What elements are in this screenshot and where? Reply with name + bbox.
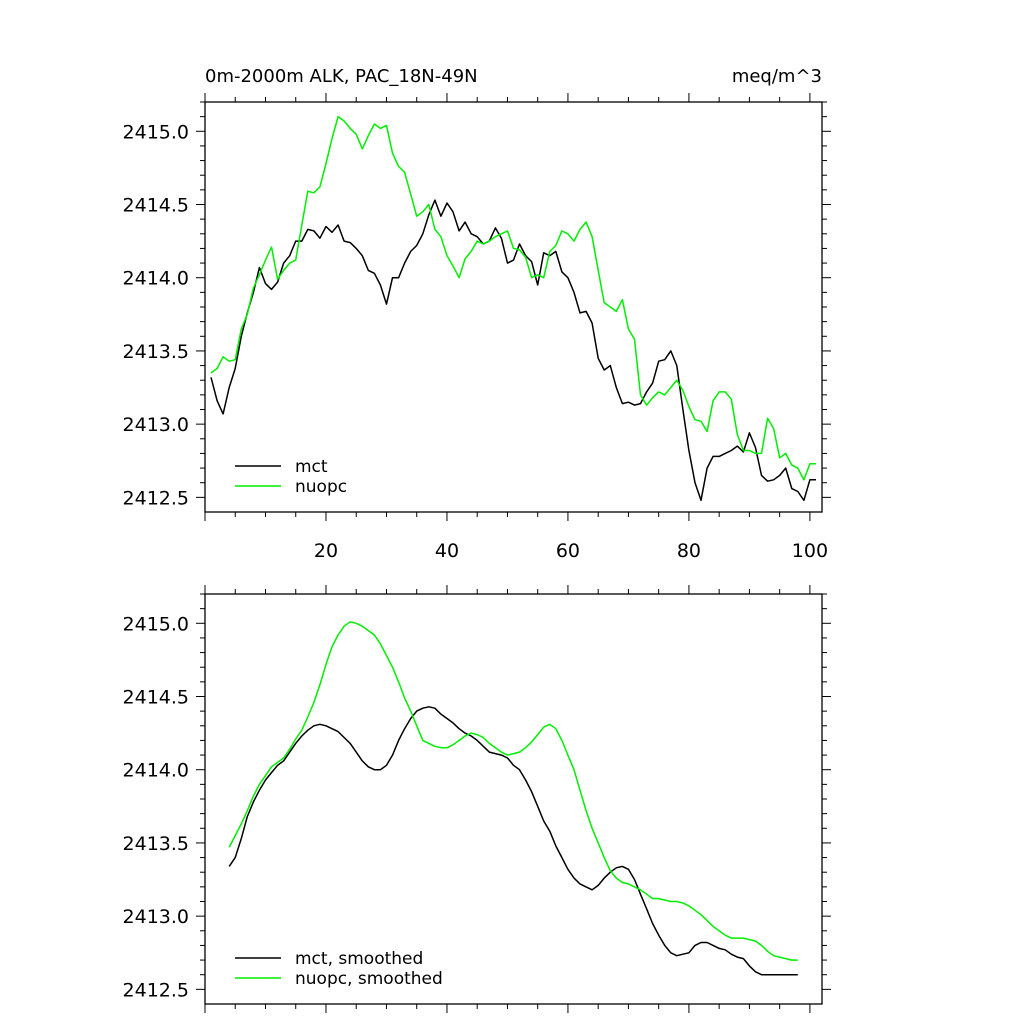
y-tick-label: 2413.0 xyxy=(123,414,189,436)
plot-frame xyxy=(204,101,823,513)
legend-label: nuopc xyxy=(295,477,347,497)
legend-label: nuopc, smoothed xyxy=(295,969,443,989)
y-tick-label: 2414.5 xyxy=(123,687,189,709)
legend-label: mct xyxy=(295,457,328,477)
series-line-mct xyxy=(210,199,816,502)
y-tick-label: 2412.5 xyxy=(123,487,189,509)
y-tick-label: 2415.0 xyxy=(123,121,189,143)
y-tick-label: 2412.5 xyxy=(123,979,189,1001)
y-tick-label: 2414.0 xyxy=(123,268,189,290)
y-tick-label: 2413.0 xyxy=(123,906,189,928)
x-tick-label: 100 xyxy=(792,540,828,562)
chart-title: 0m-2000m ALK, PAC_18N-49N xyxy=(205,66,478,87)
y-tick-label: 2413.5 xyxy=(123,833,189,855)
legend-label: mct, smoothed xyxy=(295,949,423,969)
bottom-panel-smoothed: 2412.5 2413.0 2413.5 2414.0 2414.5 2415.0 mct,… xyxy=(123,585,831,1013)
y-tick-label: 2414.0 xyxy=(123,760,189,782)
y-tick-label: 2414.5 xyxy=(123,195,189,217)
x-tick-label: 60 xyxy=(556,540,580,562)
series-line-nuopc xyxy=(210,115,816,481)
chart-units: meq/m^3 xyxy=(732,66,822,87)
plot-frame xyxy=(204,593,823,1005)
y-tick-label: 2415.0 xyxy=(123,613,189,635)
y-tick-label: 2413.5 xyxy=(123,341,189,363)
x-tick-label: 40 xyxy=(435,540,459,562)
series-line-mct-smoothed xyxy=(228,706,798,976)
x-tick-label: 80 xyxy=(677,540,701,562)
series-line-nuopc-smoothed xyxy=(228,621,798,961)
top-panel-raw: 2412.5 2413.0 2413.5 2414.0 2414.5 2415.0 20 40… xyxy=(123,93,831,562)
x-tick-label: 20 xyxy=(314,540,338,562)
